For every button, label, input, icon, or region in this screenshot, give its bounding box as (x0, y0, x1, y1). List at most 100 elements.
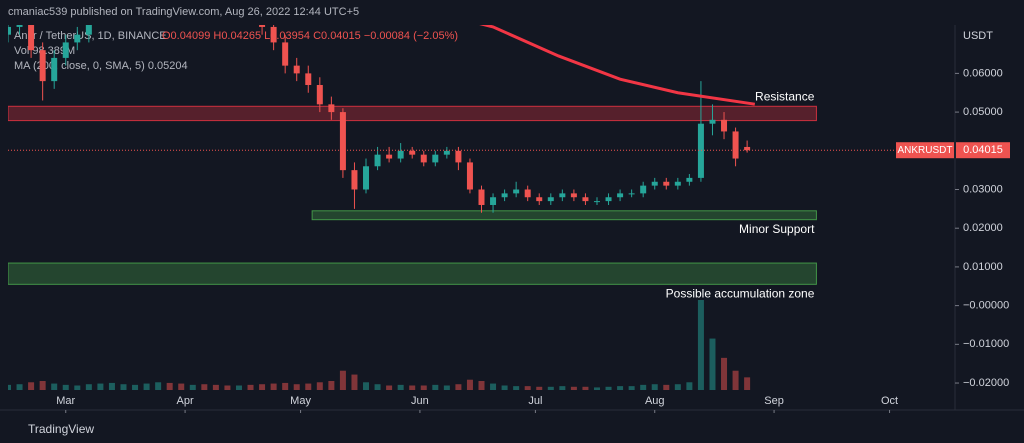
volume-bar (351, 374, 358, 390)
volume-bar (143, 383, 150, 390)
zone (8, 105, 817, 122)
y-unit: USDT (963, 30, 993, 42)
volume-bar (651, 384, 658, 390)
volume-bar (409, 385, 416, 390)
volume-bar (744, 377, 751, 390)
candle-body (651, 181, 658, 186)
ohlc-info: O0.04099 H0.04265 L0.03954 C0.04015 −0.0… (162, 30, 458, 42)
volume-bar (490, 383, 497, 390)
candle-body (339, 112, 346, 171)
volume-bar (582, 386, 589, 390)
candle-body (686, 177, 693, 182)
candle-body (363, 166, 370, 190)
price-tag-symbol-bg (896, 142, 954, 159)
y-tick-label: −0.01000 (963, 338, 1009, 350)
volume-bar (513, 386, 520, 390)
y-tick-label: 0.01000 (963, 261, 1003, 273)
volume-bar (39, 381, 46, 390)
volume-bar (420, 385, 427, 390)
symbol-info: Ankr / TetherUS, 1D, BINANCE (14, 30, 167, 42)
candle-body (39, 50, 46, 82)
volume-bar (8, 384, 11, 390)
candle-body (640, 185, 647, 194)
candle-body (85, 25, 92, 35)
zone-label: Resistance (755, 89, 815, 103)
volume-bar (74, 385, 81, 390)
volume-bar (605, 386, 612, 390)
plot-area (8, 25, 955, 390)
volume-bar (674, 384, 681, 390)
volume-bar (178, 383, 185, 390)
volume-bar (97, 383, 104, 390)
candle-body (697, 123, 704, 178)
volume-bar (363, 382, 370, 390)
volume-bar (28, 382, 35, 390)
volume-bar (85, 384, 92, 390)
y-tick-label: 0.05000 (963, 106, 1003, 118)
candle-body (501, 193, 508, 198)
candle-body (709, 119, 716, 124)
volume-bar (686, 382, 693, 390)
volume-bar (455, 384, 462, 390)
volume-bar (386, 385, 393, 390)
candle-body (721, 119, 728, 132)
volume-bar (16, 384, 23, 390)
candle-body (420, 154, 427, 163)
candle-body (570, 193, 577, 198)
candle-body (270, 26, 277, 43)
candle-body (674, 181, 681, 186)
y-tick-label: 0.03000 (963, 183, 1003, 195)
zone-label: Minor Support (739, 222, 815, 236)
x-tick-label: Jun (411, 395, 429, 407)
candle-body (524, 189, 531, 198)
volume-bar (51, 383, 58, 390)
ma-line (479, 25, 756, 106)
volume-bar (732, 370, 739, 390)
candle-body (16, 25, 23, 27)
volume-bar (501, 385, 508, 390)
zone-label: Possible accumulation zone (666, 287, 815, 301)
x-tick-label: Sep (764, 395, 784, 407)
volume-bar (466, 379, 473, 390)
volume-bar (593, 387, 600, 390)
volume-bar (293, 384, 300, 390)
candle-body (605, 197, 612, 202)
volume-bar (617, 386, 624, 390)
candle-body (62, 42, 69, 58)
x-tick-label: Aug (645, 395, 665, 407)
volume-bar (374, 384, 381, 390)
candle-body (582, 197, 589, 202)
candle-body (282, 42, 289, 66)
candle-body (466, 162, 473, 190)
candle-body (28, 25, 35, 51)
volume-bar (640, 384, 647, 390)
volume-bar (247, 384, 254, 390)
candle-body (513, 189, 520, 194)
publish-info: cmaniac539 published on TradingView.com,… (8, 6, 359, 18)
price-tag-value: 0.04015 (963, 144, 1003, 156)
candle-body (259, 25, 266, 27)
candle-body (351, 170, 358, 190)
footer-brand: TradingView (28, 422, 94, 436)
volume-bar (155, 382, 162, 390)
volume-bar (166, 382, 173, 390)
candle-body (293, 65, 300, 74)
y-tick-label: −0.02000 (963, 377, 1009, 389)
x-tick-label: Mar (56, 395, 75, 407)
candle-body (536, 197, 543, 202)
volume-bar (339, 370, 346, 390)
candle-body (744, 146, 751, 151)
zone (311, 210, 817, 221)
x-tick-label: Jul (528, 395, 542, 407)
volume-bar (201, 384, 208, 390)
volume-bar (62, 384, 69, 390)
volume-bar (397, 384, 404, 390)
price-tag-symbol: ANKRUSDT (897, 145, 952, 156)
candle-body (663, 181, 670, 186)
volume-bar (108, 382, 115, 390)
volume-bar (443, 385, 450, 390)
volume-bar (628, 386, 635, 390)
volume-bar (663, 384, 670, 390)
